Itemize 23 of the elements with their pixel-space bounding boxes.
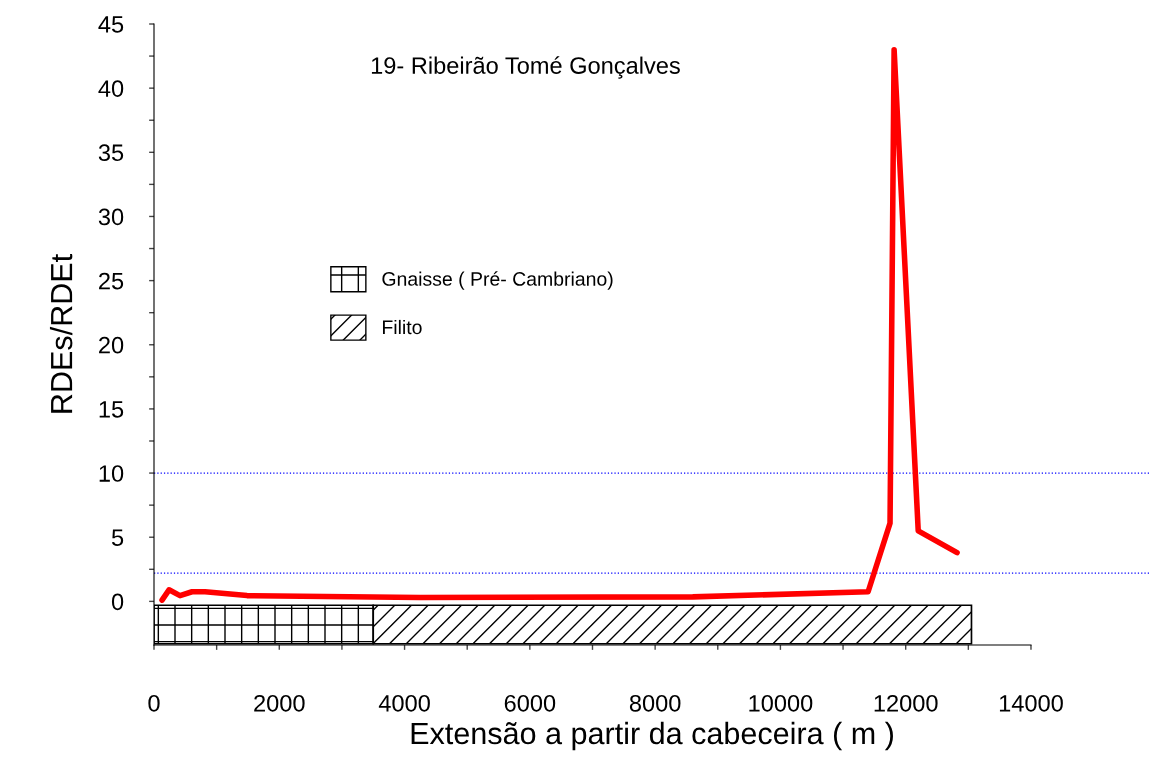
y-tick-label: 20	[99, 336, 124, 354]
x-tick-label: 4000	[378, 694, 430, 712]
y-tick-label: 40	[98, 80, 124, 97]
y-tick-label: 25	[99, 272, 124, 290]
x-tick-label: 0	[148, 694, 160, 712]
x-tick-label: 8000	[629, 694, 681, 712]
x-tick-label: 14000	[999, 694, 1063, 712]
x-axis-title: Extensão a partir da cabeceira ( m )	[411, 721, 893, 751]
x-tick-label: 6000	[504, 694, 556, 712]
y-tick-label: 10	[99, 465, 124, 482]
x-tick-label: 10000	[749, 694, 813, 712]
y-tick-label: 0	[111, 593, 124, 611]
text: 19- Ribeirão Tomé Gonçalves	[371, 56, 680, 79]
legend-label: Filito	[383, 319, 422, 335]
y-axis-title: RDEs/RDEt	[49, 254, 73, 413]
y-tick-label: 15	[99, 401, 124, 418]
x-tick-label: 2000	[254, 694, 305, 712]
legend-label: Gnaisse ( Pré- Cambriano)	[382, 271, 613, 290]
y-tick-label: 5	[111, 529, 124, 547]
y-tick-label: 45	[98, 16, 124, 33]
y-tick-label: 30	[98, 208, 124, 226]
y-tick-label: 35	[98, 144, 124, 162]
x-tick-label: 12000	[874, 694, 938, 712]
